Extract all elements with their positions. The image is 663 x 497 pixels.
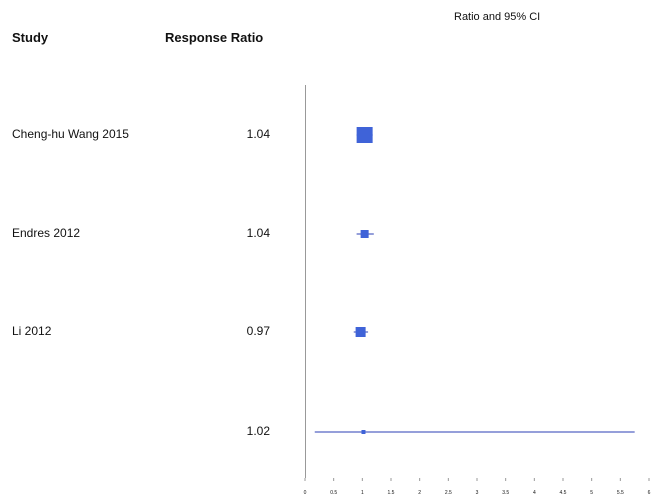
study-header: Study: [12, 30, 49, 45]
x-tick-label: 2.5: [445, 490, 452, 496]
estimate-marker: [355, 327, 366, 337]
response-ratio-value: 1.04: [246, 226, 270, 240]
x-tick-label: 0.5: [330, 490, 337, 496]
x-tick-label: 0: [304, 490, 307, 496]
estimate-marker: [356, 127, 373, 143]
study-label: Li 2012: [12, 324, 52, 338]
study-label: Cheng-hu Wang 2015: [12, 127, 129, 141]
x-tick-label: 4.5: [560, 490, 567, 496]
x-tick-label: 6: [648, 490, 651, 496]
x-tick-label: 2: [418, 490, 421, 496]
study-label: Endres 2012: [12, 226, 81, 240]
chart-title: Ratio and 95% CI: [454, 11, 541, 23]
response-ratio-value: 0.97: [246, 324, 270, 338]
x-tick-label: 3: [476, 490, 479, 496]
response-ratio-value: 1.02: [246, 424, 270, 438]
x-tick-label: 1.5: [388, 490, 395, 496]
x-tick-label: 5: [590, 490, 593, 496]
estimate-marker: [360, 230, 369, 238]
x-tick-label: 3.5: [502, 490, 509, 496]
response-ratio-header: Response Ratio: [165, 30, 264, 45]
x-tick-label: 4: [533, 490, 536, 496]
response-ratio-value: 1.04: [246, 127, 270, 141]
x-tick-label: 5.5: [617, 490, 624, 496]
x-tick-label: 1: [361, 490, 364, 496]
estimate-marker: [361, 430, 366, 434]
